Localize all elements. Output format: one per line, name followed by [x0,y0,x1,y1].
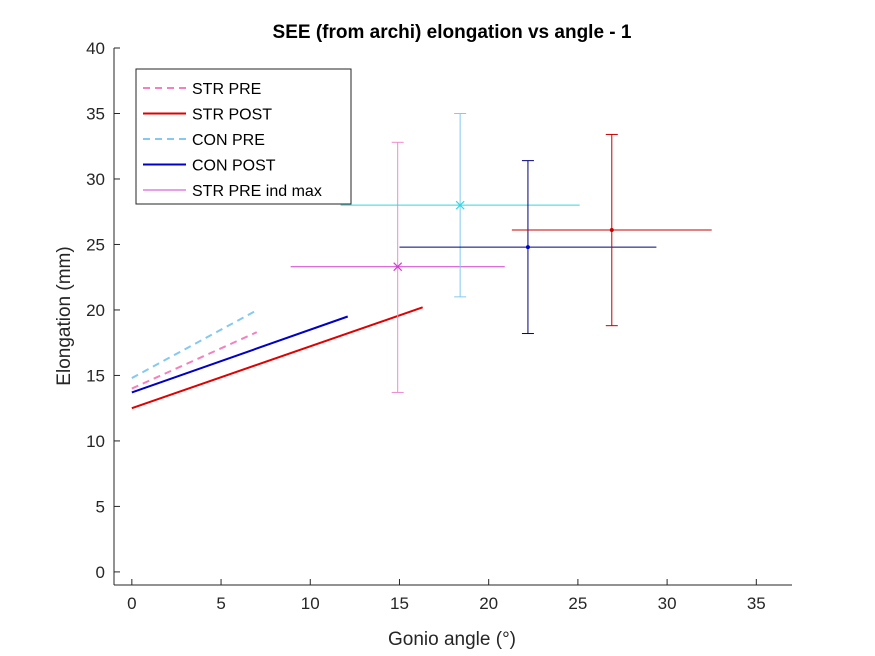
plot-errorbars [290,112,712,393]
series-line [131,331,258,390]
x-tick-label: 10 [301,594,320,613]
errorbar-marker [393,262,403,272]
errorbar-marker [609,228,614,233]
x-tick-label: 0 [127,594,136,613]
y-axis-label: Elongation (mm) [54,246,75,385]
legend-label: STR PRE ind max [192,183,322,200]
x-tick-label: 20 [479,594,498,613]
legend-label: CON POST [192,158,276,175]
y-tick-label: 30 [86,170,105,189]
x-tick-label: 25 [568,594,587,613]
y-tick-label: 35 [86,104,105,123]
y-tick-label: 5 [96,497,105,516]
x-tick-label: 30 [658,594,677,613]
series-line [131,315,349,394]
legend-box [135,68,352,205]
legend-label: STR POST [192,107,272,124]
x-tick-label: 5 [216,594,225,613]
legend-label: STR PRE [192,81,261,98]
plot-series [131,306,423,410]
chart-title: SEE (from archi) elongation vs angle - 1 [273,22,632,43]
x-axis-label: Gonio angle (°) [388,629,516,650]
errorbar-marker [525,245,530,250]
y-tick-label: 20 [86,301,105,320]
x-tick-label: 15 [390,594,409,613]
errorbar-marker [455,200,465,210]
series-line [131,306,423,410]
y-tick-label: 10 [86,432,105,451]
y-tick-label: 0 [96,563,105,582]
y-tick-label: 25 [86,235,105,254]
x-tick-label: 35 [747,594,766,613]
y-tick-label: 15 [86,366,105,385]
legend-label: CON PRE [192,132,265,149]
legend: STR PRE STR POST CON PRE CON POST STR PRE in… [135,68,352,205]
axis-ticks: 0 5 10 15 20 25 30 35 0 5 10 15 20 25 30 35 40 [86,39,766,613]
y-tick-label: 40 [86,39,105,58]
